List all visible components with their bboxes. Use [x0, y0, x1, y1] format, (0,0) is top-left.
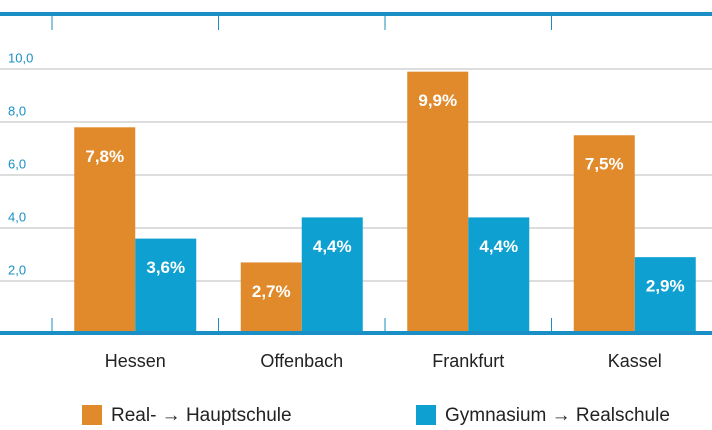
y-tick-label: 8,0	[8, 103, 26, 118]
bar	[468, 217, 530, 334]
legend-swatch	[82, 405, 102, 425]
bar	[301, 217, 363, 334]
x-tick-label: Offenbach	[260, 351, 343, 371]
value-label: 2,7%	[252, 282, 291, 301]
y-tick-label: 2,0	[8, 262, 26, 277]
y-tick-label: 10,0	[8, 50, 33, 65]
x-tick-label: Frankfurt	[432, 351, 504, 371]
value-label: 4,4%	[313, 237, 352, 256]
value-label: 2,9%	[646, 277, 685, 296]
legend-label: Real- → Hauptschule	[111, 405, 292, 426]
y-tick-label: 6,0	[8, 156, 26, 171]
x-tick-label: Hessen	[105, 351, 166, 371]
legend-label: Gymnasium → Realschule	[445, 405, 670, 426]
value-label: 7,8%	[85, 147, 124, 166]
bar	[634, 257, 696, 334]
value-label: 4,4%	[479, 237, 518, 256]
y-tick-label: 4,0	[8, 209, 26, 224]
bar	[573, 135, 635, 334]
legend-swatch	[416, 405, 436, 425]
value-label: 9,9%	[418, 91, 457, 110]
bar	[240, 262, 302, 334]
value-label: 7,5%	[585, 155, 624, 174]
bar	[407, 71, 469, 335]
value-label: 3,6%	[146, 258, 185, 277]
bar	[135, 238, 197, 334]
x-tick-label: Kassel	[608, 351, 662, 371]
bar	[74, 127, 136, 334]
